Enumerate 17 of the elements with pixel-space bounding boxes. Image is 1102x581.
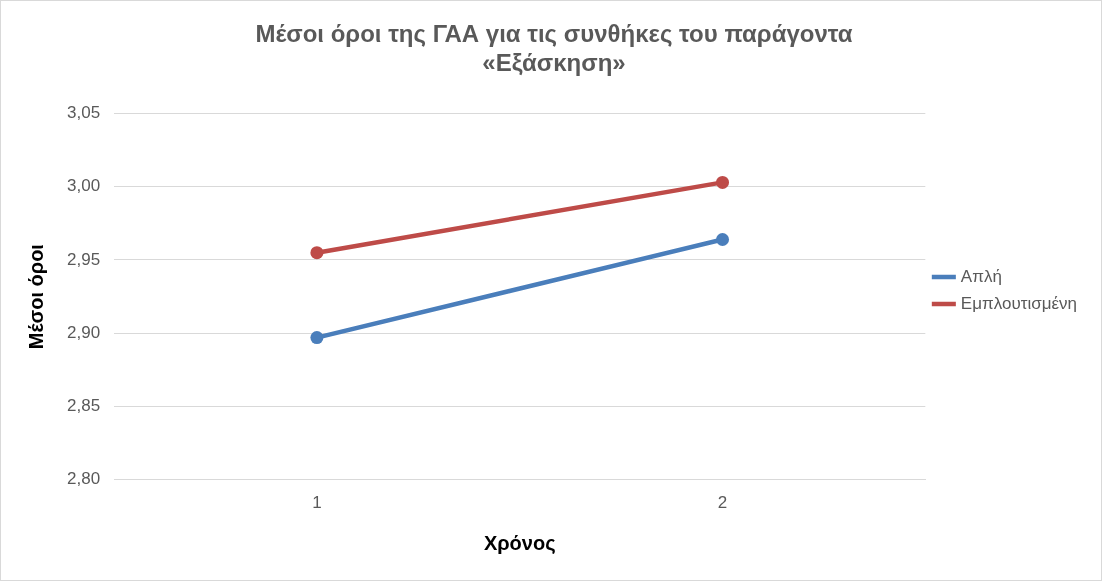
legend-label: Απλή [960,266,1002,286]
y-tick-label: 2,90 [66,322,101,342]
legend-label: Εμπλουτισμένη [960,293,1077,313]
y-tick-label: 2,95 [66,249,101,269]
point [310,246,324,260]
y-tick-label: 3,00 [66,176,101,196]
point [716,175,730,189]
point [310,331,324,345]
y-tick-label: 3,05 [66,103,101,123]
x-tick-label: 2 [717,493,728,513]
y-tick-label: 2,80 [66,469,101,489]
x-axis-title: Χρόνος [483,531,556,554]
x-tick-label: 1 [312,493,322,513]
y-tick-label: 2,85 [66,396,101,416]
y-axis-title: Μέσοι όροι [24,244,47,350]
point [716,233,730,246]
chart-title: Μέσοι όροι της ΓΑΑ για τις συνθήκες του παράγοντα «Εξάσκηση» [255,20,853,76]
